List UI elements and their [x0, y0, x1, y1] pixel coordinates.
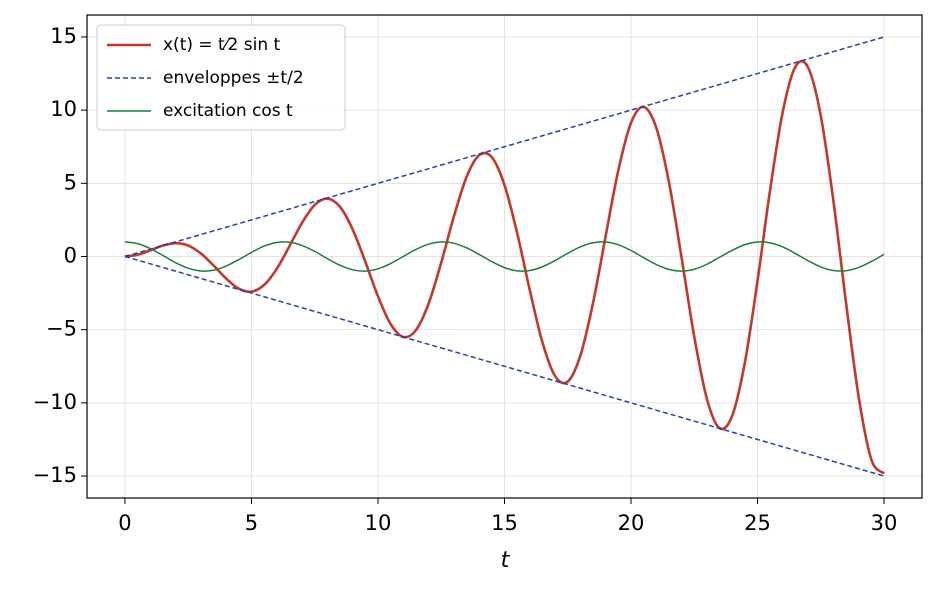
series-line: [124, 36, 885, 258]
y-tick-label: 10: [50, 97, 77, 121]
x-axis-label: t: [501, 548, 511, 573]
x-tick-label: 10: [365, 511, 392, 535]
legend-label: excitation cos t: [163, 101, 293, 121]
x-tick-label: 30: [871, 511, 898, 535]
y-tick-label: 15: [50, 24, 77, 48]
y-tick-label: −10: [33, 390, 77, 414]
legend-box: [96, 24, 346, 131]
x-tick-label: 25: [744, 511, 771, 535]
y-tick-label: −15: [33, 463, 77, 487]
series-line: [124, 59, 886, 475]
legend-label: x(t) = t⁄2 sin t: [163, 35, 281, 55]
y-tick-label: 5: [64, 170, 77, 194]
x-tick-label: 15: [491, 511, 518, 535]
x-tick-label: 0: [118, 511, 131, 535]
plot-frame: [86, 14, 923, 499]
y-tick-label: −5: [46, 317, 77, 341]
x-tick-label: 5: [245, 511, 258, 535]
legend-label: enveloppes ±t/2: [163, 68, 304, 88]
x-tick-label: 20: [618, 511, 645, 535]
y-tick-label: 0: [64, 244, 77, 268]
series-line: [124, 241, 885, 272]
series-line: [124, 255, 885, 477]
